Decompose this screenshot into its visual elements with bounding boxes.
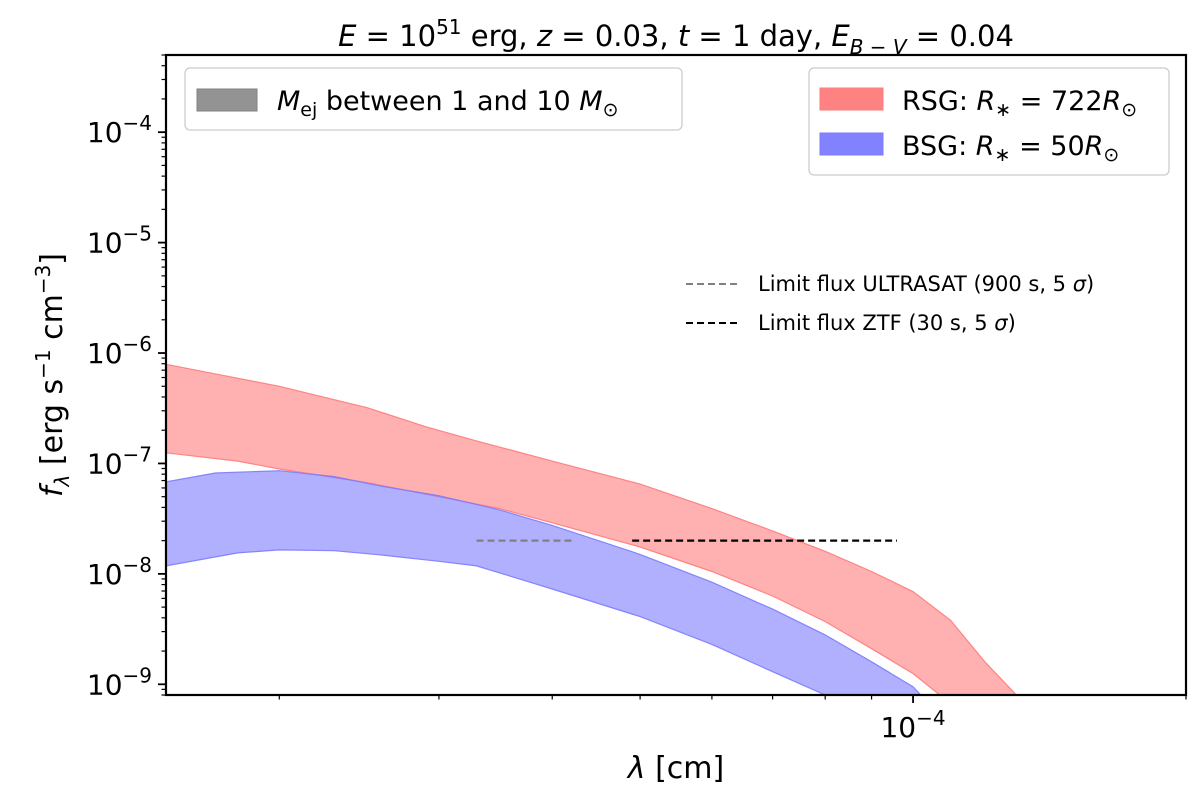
- title-time-symbol: t: [678, 19, 691, 53]
- legend-progenitors: RSG: R∗ = 722R⊙ BSG: R∗ = 50R⊙: [808, 67, 1170, 176]
- legend-ejecta-sub: ej: [300, 99, 317, 121]
- legend-ultrasat-label: Limit flux ULTRASAT (900 s, 5 σ): [758, 272, 1094, 296]
- y-tick-exponent: −4: [123, 111, 152, 135]
- y-axis-label-subscript: λ: [50, 475, 74, 488]
- y-tick-base: 10: [87, 337, 123, 370]
- title-energy-unit: erg,: [462, 19, 537, 53]
- y-tick-exponent: −8: [123, 553, 152, 577]
- y-tick-label: 10−7: [87, 442, 152, 480]
- y-tick-base: 10: [87, 227, 123, 260]
- legend-bsg-sun: ⊙: [1103, 144, 1119, 166]
- y-tick-label: 10−8: [87, 553, 152, 591]
- y-tick-label: 10−6: [87, 332, 152, 370]
- legend-rsg-eq: = 722: [1011, 86, 1102, 117]
- legend-ztf-label: Limit flux ZTF (30 s, 5 σ): [758, 311, 1016, 335]
- legend-rsg-sym2: R: [1103, 86, 1122, 117]
- legend-rsg-prefix: RSG:: [902, 86, 977, 117]
- y-tick-base: 10: [87, 558, 123, 591]
- legend-bsg-prefix: BSG:: [902, 131, 976, 162]
- legend-bsg-sub: ∗: [995, 144, 1011, 166]
- legend-rsg-sun: ⊙: [1121, 99, 1137, 121]
- title-redshift-symbol: z: [536, 19, 553, 53]
- legend-ejecta-frame: [184, 67, 683, 131]
- y-axis-label-unit-post: ]: [35, 253, 70, 265]
- title-time-value: = 1 day,: [689, 19, 831, 53]
- y-axis-label-unit-pre: [erg s: [35, 379, 70, 475]
- y-tick-label: 10−5: [87, 222, 152, 260]
- legend-ejecta-swatch: [196, 88, 258, 112]
- legend-bsg-sym2: R: [1085, 131, 1104, 162]
- legend-bsg-sym: R: [976, 131, 995, 162]
- legend-ultrasat-post: ): [1086, 272, 1094, 296]
- y-tick-exponent: −9: [123, 663, 152, 687]
- legend-ejecta-text: between 1 and 10: [317, 86, 579, 117]
- band-bsg: [166, 470, 922, 695]
- x-tick-label: 10−4: [880, 706, 945, 744]
- y-axis-label: fλ [erg s−1 cm−3]: [31, 253, 74, 497]
- title-energy-symbol: E: [338, 19, 357, 53]
- legend-rsg-label: RSG: R∗ = 722R⊙: [902, 86, 1137, 121]
- title-energy-equals: = 10: [356, 19, 436, 53]
- legend-bsg-eq: = 50: [1010, 131, 1084, 162]
- legend-ztf-pre: Limit flux ZTF (30 s, 5: [758, 311, 994, 335]
- y-tick-exponent: −7: [123, 442, 152, 466]
- y-axis-label-exp2: −3: [31, 265, 55, 294]
- y-tick-exponent: −5: [123, 222, 152, 246]
- x-axis-label-unit: [cm]: [646, 751, 725, 786]
- legend-bsg-label: BSG: R∗ = 50R⊙: [902, 131, 1119, 166]
- title-extinction-symbol: E: [831, 19, 850, 53]
- legend-ultrasat-sigma: σ: [1073, 272, 1087, 296]
- y-tick-base: 10: [87, 447, 123, 480]
- title-extinction-value: = 0.04: [907, 19, 1014, 53]
- legend-ztf-sigma: σ: [994, 311, 1008, 335]
- title-energy-exponent: 51: [436, 15, 461, 39]
- legend-ztf-post: ): [1008, 311, 1016, 335]
- legend-rsg-sub: ∗: [995, 99, 1011, 121]
- y-axis-label-exp1: −1: [31, 349, 55, 378]
- y-tick-exponent: −6: [123, 332, 152, 356]
- x-axis-label: λ [cm]: [626, 751, 724, 786]
- y-tick-label: 10−4: [87, 111, 152, 149]
- ticks-layer: 10−910−810−710−610−510−410−4: [87, 54, 1187, 744]
- legend-limit-lines: Limit flux ULTRASAT (900 s, 5 σ) Limit f…: [686, 272, 1094, 335]
- y-tick-label: 10−9: [87, 663, 152, 701]
- legend-ejecta-sun: ⊙: [603, 99, 619, 121]
- legend-ejecta-sym: M: [277, 86, 300, 117]
- legend-rsg-swatch: [819, 87, 884, 111]
- legend-progenitors-frame: [808, 67, 1170, 176]
- plot-frame: [164, 53, 1188, 697]
- legend-rsg-sym: R: [977, 86, 996, 117]
- bands-layer: [166, 363, 1018, 695]
- legend-ejecta-sym2: M: [579, 86, 602, 117]
- legend-ejecta-label: Mej between 1 and 10 M⊙: [277, 86, 618, 121]
- title-redshift-value: = 0.03,: [552, 19, 678, 53]
- chart-title: E = 1051 erg, z = 0.03, t = 1 day, EB − …: [338, 15, 1014, 59]
- x-tick-base: 10: [880, 711, 916, 744]
- y-tick-base: 10: [87, 668, 123, 701]
- x-axis-label-symbol: λ: [626, 751, 646, 786]
- plot-area: 10−910−810−710−610−510−410−4: [87, 53, 1188, 744]
- legend-ejecta-mass: Mej between 1 and 10 M⊙: [184, 67, 683, 131]
- y-axis-label-unit-mid: cm: [35, 294, 70, 349]
- legend-ultrasat-pre: Limit flux ULTRASAT (900 s, 5: [758, 272, 1073, 296]
- legend-bsg-swatch: [819, 132, 884, 156]
- y-tick-base: 10: [87, 116, 123, 149]
- x-tick-exponent: −4: [916, 706, 945, 730]
